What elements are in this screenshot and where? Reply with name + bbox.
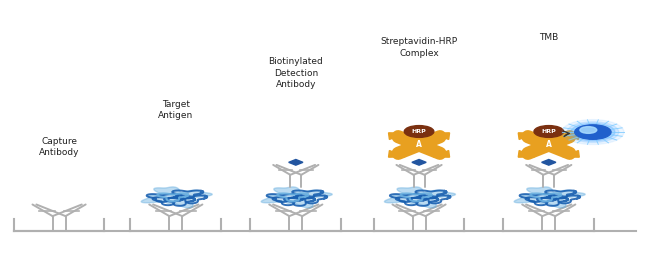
Polygon shape xyxy=(289,159,303,165)
Circle shape xyxy=(580,127,597,133)
Polygon shape xyxy=(141,187,212,208)
Text: A: A xyxy=(546,140,552,150)
Text: TMB: TMB xyxy=(539,33,558,42)
Polygon shape xyxy=(563,151,579,157)
Text: HRP: HRP xyxy=(541,129,556,134)
Polygon shape xyxy=(433,151,450,157)
Polygon shape xyxy=(385,187,456,208)
Circle shape xyxy=(575,125,611,139)
Circle shape xyxy=(567,122,619,142)
Circle shape xyxy=(534,126,564,137)
Polygon shape xyxy=(389,151,405,157)
Polygon shape xyxy=(518,133,535,139)
Circle shape xyxy=(404,126,434,137)
Text: A: A xyxy=(416,140,422,150)
Text: HRP: HRP xyxy=(411,129,426,134)
Circle shape xyxy=(536,140,561,150)
Polygon shape xyxy=(518,151,535,157)
Polygon shape xyxy=(433,133,450,139)
Circle shape xyxy=(571,123,615,141)
Polygon shape xyxy=(541,159,556,165)
Circle shape xyxy=(407,140,432,150)
Polygon shape xyxy=(261,187,332,208)
Text: Streptavidin-HRP
Complex: Streptavidin-HRP Complex xyxy=(380,37,458,57)
Text: Biotinylated
Detection
Antibody: Biotinylated Detection Antibody xyxy=(268,57,323,89)
Text: Target
Antigen: Target Antigen xyxy=(158,100,194,120)
Text: Capture
Antibody: Capture Antibody xyxy=(39,137,79,157)
Polygon shape xyxy=(412,159,426,165)
Polygon shape xyxy=(563,133,579,139)
Polygon shape xyxy=(389,133,405,139)
Circle shape xyxy=(562,120,624,145)
Polygon shape xyxy=(514,187,585,208)
